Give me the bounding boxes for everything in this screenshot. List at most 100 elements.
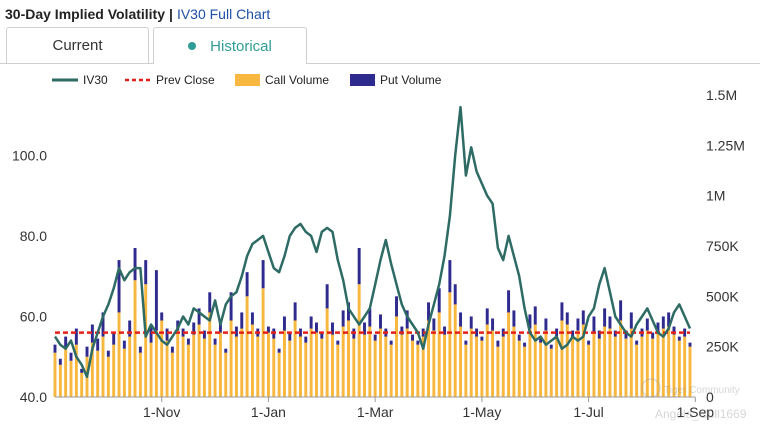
call-volume-bar [53,352,57,397]
iv30-line [53,105,692,379]
call-volume-bar [234,336,238,397]
call-volume-bar [560,320,564,397]
put-volume-bar [560,302,564,321]
put-volume-bar [315,322,318,333]
call-volume-bar [373,340,377,397]
call-volume-bar [528,328,532,397]
call-volume-bar [266,332,270,397]
y-right-tick-label: 1.25M [706,137,745,153]
watermark: Tiger Community Angela_Cull1669 [641,378,747,421]
call-volume-bar [288,340,292,397]
put-volume-bar [101,312,105,337]
put-volume-bar [549,344,553,349]
put-volume-bar [170,346,174,353]
put-volume-bar [122,340,126,349]
put-volume-bar [347,302,350,321]
call-volume-bar [635,344,639,397]
put-volume-bar [368,308,372,327]
put-volume-bar [587,340,591,345]
call-volume-bar [106,356,110,397]
call-volume-bar [608,328,612,397]
call-volume-bar [448,292,452,397]
put-volume-bar [112,332,116,345]
call-volume-bar [437,312,441,397]
put-volume-bar [389,340,393,345]
put-volume-bar [234,326,238,337]
iv30-full-chart-link[interactable]: IV30 Full Chart [176,6,271,22]
call-volume-bar [507,312,511,397]
call-volume-bar [282,330,286,397]
put-volume-bar [96,338,100,351]
call-volume-bar [677,340,681,397]
call-volume-bar [379,328,382,397]
y-right-tick-label: 750K [706,238,739,254]
put-volume-bar [565,312,569,325]
put-volume-bar [293,302,297,321]
put-volume-bar [667,312,671,327]
call-volume-bar [640,336,644,397]
call-volume-bar [411,340,414,397]
call-volume-bar [69,360,73,397]
put-volume-bar [496,340,500,347]
put-volume-bar [218,320,222,333]
tab-current[interactable]: Current [6,27,149,63]
call-volume-bar [90,342,94,397]
put-volume-bar [138,346,142,353]
put-volume-bar [282,316,286,331]
call-volume-bar [453,304,457,397]
put-volume-bar [245,272,249,297]
call-volume-bar [245,296,249,397]
y-right-tick-label: 1.5M [706,87,737,103]
put-volume-bar [656,322,660,333]
call-volume-bar [645,330,649,397]
call-volume-bar [432,330,436,397]
call-volume-bar [651,338,655,397]
call-volume-bar [64,348,68,397]
put-volume-bar [491,318,495,331]
y-right-tick-label: 0 [706,389,714,405]
put-volume-bar [405,310,409,329]
put-volume-bar [411,334,414,341]
put-volume-bar [651,332,655,339]
legend-prev-close-label: Prev Close [156,73,215,87]
watermark-line2: Angela_Cull1669 [655,407,747,421]
put-volume-bar [453,284,457,305]
call-volume-bar [619,320,623,397]
call-volume-bar [122,348,126,397]
put-volume-bar [523,342,527,347]
call-volume-bar [117,312,121,397]
call-volume-bar [256,336,260,397]
put-volume-bar [635,340,639,345]
put-volume-bar [85,346,89,357]
call-volume-bar [533,324,537,397]
put-volume-bar [448,260,452,293]
y-left-tick-label: 40.0 [20,389,47,405]
put-volume-bar [480,336,484,341]
put-volume-bar [53,344,57,353]
put-volume-bar [58,358,62,365]
put-volume-bar [512,310,516,327]
put-volume-bar [197,308,201,325]
call-volume-bar [656,332,660,397]
call-volume-bar [592,332,596,397]
tab-historical-label: Historical [210,37,272,55]
put-volume-bar [517,334,521,341]
call-volume-bar [485,324,489,397]
put-volume-bar [608,316,612,329]
tab-historical[interactable]: Historical [153,27,307,64]
put-volume-bar [645,318,649,331]
call-volume-bar [341,326,345,397]
call-volume-bar [395,316,398,397]
put-volume-bar [661,316,665,329]
put-volume-bar [154,270,158,331]
put-volume-bar [459,312,463,327]
call-volume-bar [459,326,463,397]
call-volume-bar [587,344,591,397]
y-axis-left: 40.0 60.0 80.0 100.0 [12,147,47,405]
put-volume-bar [320,332,324,339]
put-volume-bar [507,290,511,313]
put-volume-bar [149,326,153,343]
call-volume-bar [603,326,607,397]
call-volume-bar [491,330,495,397]
put-volume-bar [688,342,692,347]
